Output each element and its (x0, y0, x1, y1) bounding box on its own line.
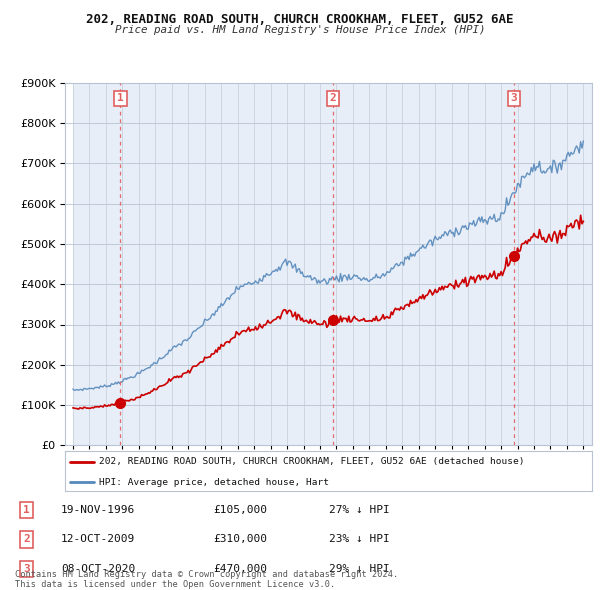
Bar (65, 83, 73, 445)
Text: 27% ↓ HPI: 27% ↓ HPI (329, 505, 389, 515)
Text: 08-OCT-2020: 08-OCT-2020 (61, 564, 135, 573)
Text: 3: 3 (511, 93, 517, 103)
Text: 29% ↓ HPI: 29% ↓ HPI (329, 564, 389, 573)
Text: 1: 1 (117, 93, 124, 103)
Text: 3: 3 (23, 564, 30, 573)
Text: 23% ↓ HPI: 23% ↓ HPI (329, 535, 389, 545)
Text: £470,000: £470,000 (214, 564, 268, 573)
Text: 19-NOV-1996: 19-NOV-1996 (61, 505, 135, 515)
Text: £310,000: £310,000 (214, 535, 268, 545)
Text: 202, READING ROAD SOUTH, CHURCH CROOKHAM, FLEET, GU52 6AE: 202, READING ROAD SOUTH, CHURCH CROOKHAM… (86, 13, 514, 26)
Text: Contains HM Land Registry data © Crown copyright and database right 2024.
This d: Contains HM Land Registry data © Crown c… (15, 570, 398, 589)
Text: HPI: Average price, detached house, Hart: HPI: Average price, detached house, Hart (99, 477, 329, 487)
Text: Price paid vs. HM Land Registry's House Price Index (HPI): Price paid vs. HM Land Registry's House … (115, 25, 485, 35)
Text: 1: 1 (23, 505, 30, 515)
Text: 2: 2 (329, 93, 336, 103)
Text: 2: 2 (23, 535, 30, 545)
Text: 202, READING ROAD SOUTH, CHURCH CROOKHAM, FLEET, GU52 6AE (detached house): 202, READING ROAD SOUTH, CHURCH CROOKHAM… (99, 457, 524, 467)
Text: £105,000: £105,000 (214, 505, 268, 515)
Text: 12-OCT-2009: 12-OCT-2009 (61, 535, 135, 545)
